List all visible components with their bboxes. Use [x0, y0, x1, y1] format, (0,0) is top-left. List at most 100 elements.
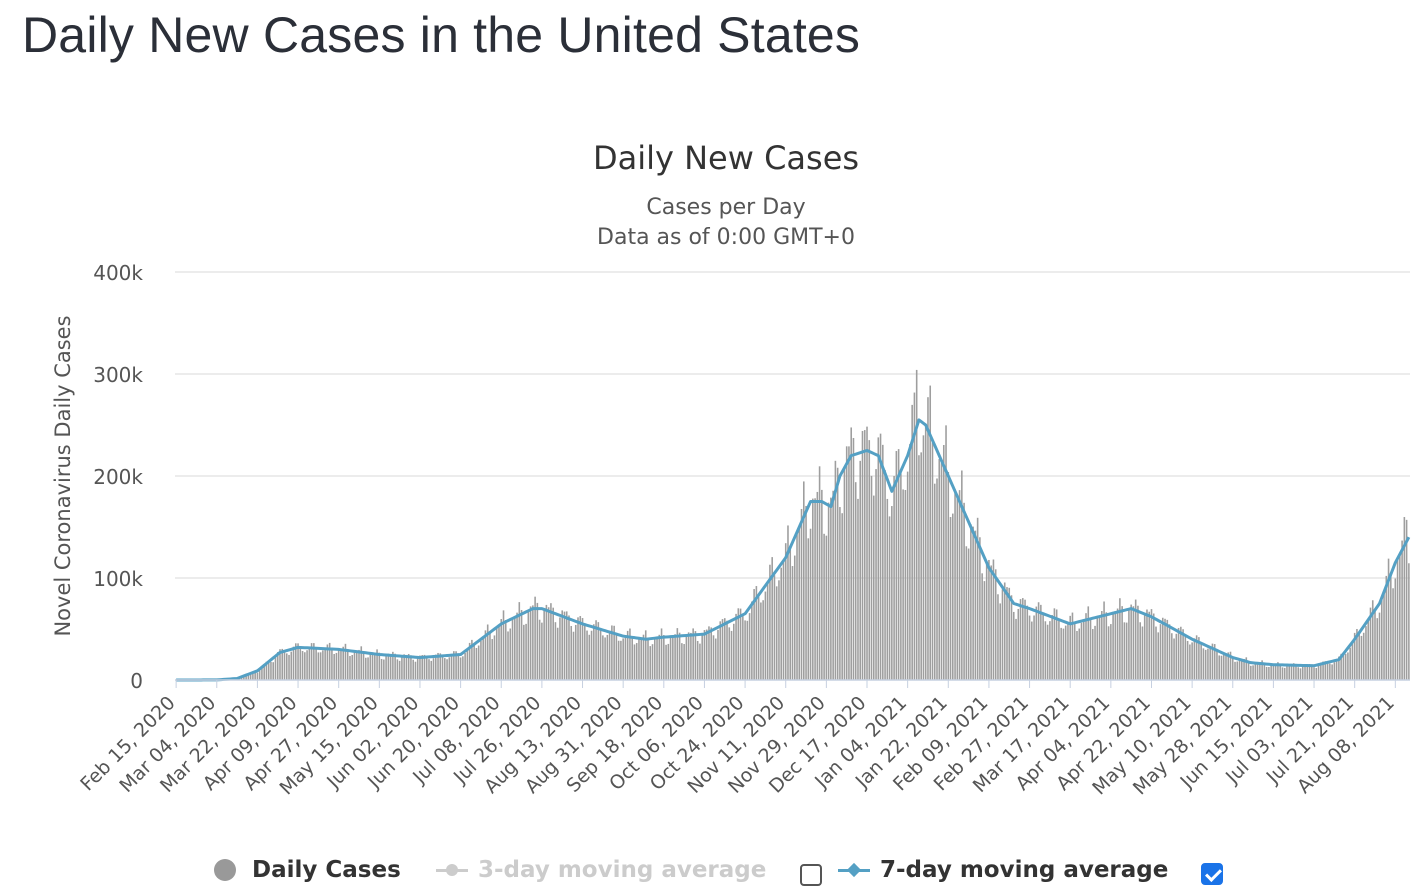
bar[interactable] [1035, 606, 1038, 680]
bar[interactable] [807, 538, 810, 680]
bar[interactable] [1069, 615, 1071, 680]
bar[interactable] [466, 649, 469, 680]
bar[interactable] [1394, 578, 1397, 680]
bar[interactable] [1360, 635, 1363, 680]
bar[interactable] [1207, 648, 1209, 680]
bar[interactable] [728, 627, 731, 680]
bar[interactable] [1281, 667, 1284, 680]
bar[interactable] [552, 607, 554, 680]
bar[interactable] [1191, 642, 1193, 680]
bar[interactable] [434, 654, 437, 680]
bar[interactable] [1062, 628, 1065, 680]
bar[interactable] [1003, 582, 1006, 680]
bar[interactable] [796, 532, 798, 681]
bar[interactable] [1225, 654, 1227, 680]
bar[interactable] [1134, 599, 1137, 680]
bar[interactable] [1119, 598, 1121, 680]
bar[interactable] [940, 463, 943, 680]
bar[interactable] [1274, 664, 1277, 680]
bar[interactable] [638, 639, 640, 680]
bar[interactable] [1200, 643, 1202, 680]
bar[interactable] [1403, 517, 1406, 680]
bar[interactable] [771, 557, 773, 680]
bar[interactable] [1392, 588, 1394, 680]
bar[interactable] [1383, 592, 1385, 680]
bar[interactable] [699, 643, 701, 680]
bar[interactable] [1308, 664, 1311, 680]
bar[interactable] [1220, 655, 1223, 680]
bar[interactable] [882, 444, 884, 680]
bar[interactable] [369, 652, 372, 680]
bar[interactable] [972, 526, 974, 680]
bar[interactable] [292, 646, 295, 680]
bar[interactable] [604, 637, 606, 680]
bar[interactable] [1234, 661, 1236, 680]
bar[interactable] [1182, 629, 1184, 680]
bar[interactable] [608, 630, 611, 680]
bar[interactable] [692, 628, 694, 680]
bar[interactable] [904, 490, 907, 680]
bar[interactable] [574, 624, 577, 680]
bar[interactable] [816, 491, 819, 680]
bar[interactable] [787, 525, 789, 680]
bar[interactable] [1006, 587, 1008, 680]
bar[interactable] [380, 658, 383, 680]
bar[interactable] [683, 644, 685, 680]
bar[interactable] [685, 635, 688, 680]
bar[interactable] [1371, 600, 1374, 680]
bar[interactable] [933, 483, 936, 680]
bar[interactable] [308, 647, 311, 680]
bar[interactable] [374, 652, 376, 680]
bar[interactable] [1125, 622, 1128, 680]
bar[interactable] [1026, 605, 1029, 680]
bar[interactable] [1076, 630, 1078, 680]
bar[interactable] [983, 581, 986, 680]
bar[interactable] [1152, 613, 1155, 680]
bar[interactable] [590, 630, 593, 680]
bar[interactable] [595, 620, 597, 680]
bar[interactable] [893, 475, 895, 680]
bar[interactable] [1306, 664, 1309, 680]
bar[interactable] [1146, 609, 1148, 680]
bar-series-daily-cases[interactable] [179, 369, 1410, 681]
bar[interactable] [364, 657, 367, 680]
bar[interactable] [954, 489, 956, 680]
bar[interactable] [778, 580, 780, 680]
bar[interactable] [870, 475, 873, 680]
bar[interactable] [620, 640, 622, 680]
bar[interactable] [1071, 612, 1074, 680]
bar[interactable] [927, 397, 929, 680]
bar[interactable] [335, 652, 338, 680]
bar[interactable] [536, 602, 539, 680]
bar[interactable] [328, 642, 331, 680]
bar[interactable] [1315, 668, 1318, 680]
bar[interactable] [1024, 599, 1026, 680]
bar[interactable] [283, 650, 286, 680]
bar[interactable] [554, 622, 557, 680]
bar[interactable] [337, 650, 340, 680]
bar[interactable] [1401, 540, 1403, 680]
bar[interactable] [310, 643, 313, 680]
bar[interactable] [401, 656, 403, 680]
bar[interactable] [913, 392, 916, 680]
bar[interactable] [672, 635, 674, 680]
bar[interactable] [1252, 665, 1254, 680]
bar[interactable] [848, 446, 850, 680]
bar[interactable] [1008, 587, 1011, 680]
bar[interactable] [457, 655, 460, 680]
bar[interactable] [565, 611, 568, 680]
bar[interactable] [319, 652, 322, 680]
bar[interactable] [635, 643, 638, 680]
bar[interactable] [1189, 644, 1191, 680]
bar[interactable] [295, 643, 297, 680]
bar[interactable] [509, 628, 512, 680]
bar[interactable] [719, 621, 722, 680]
bar[interactable] [1358, 633, 1360, 680]
bar[interactable] [710, 627, 713, 680]
bar[interactable] [344, 643, 347, 680]
bar[interactable] [746, 620, 749, 680]
bar[interactable] [633, 644, 636, 680]
bar[interactable] [1184, 634, 1187, 680]
bar[interactable] [929, 385, 932, 680]
bar[interactable] [428, 659, 430, 680]
